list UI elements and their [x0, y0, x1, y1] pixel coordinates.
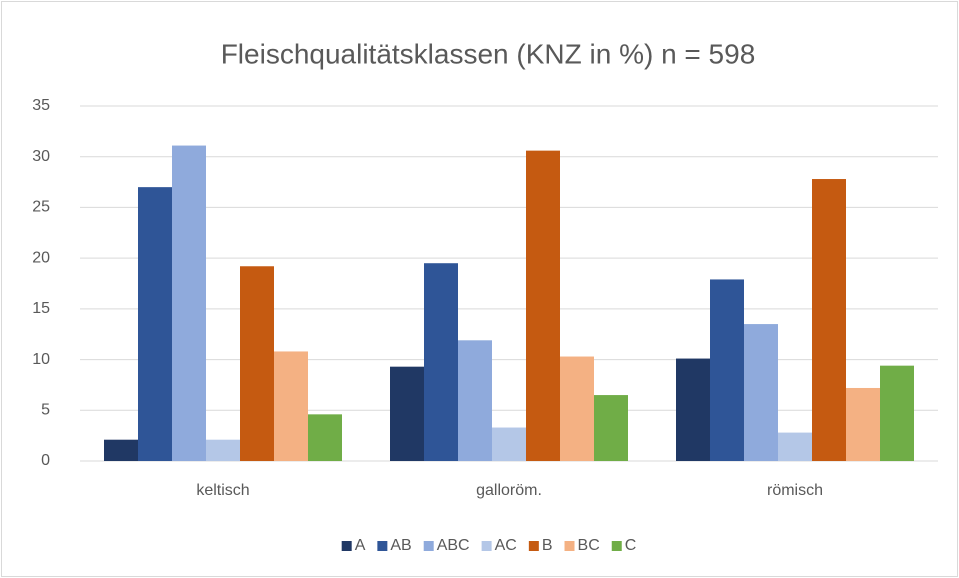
y-tick-label: 10 — [32, 351, 50, 368]
y-tick-label: 15 — [32, 300, 50, 317]
legend-label: AC — [495, 537, 517, 554]
chart-title: Fleischqualitätsklassen (KNZ in %) n = 5… — [221, 38, 756, 69]
legend-label: BC — [578, 537, 600, 554]
bar — [560, 356, 594, 461]
x-tick-label: keltisch — [196, 482, 249, 499]
bar — [880, 365, 914, 461]
bar — [274, 351, 308, 461]
bar — [492, 427, 526, 461]
bar — [676, 358, 710, 461]
bar — [778, 432, 812, 461]
bar — [710, 279, 744, 461]
legend-swatch — [341, 541, 352, 551]
bar — [458, 340, 492, 461]
legend-label: AB — [390, 537, 411, 554]
y-tick-label: 25 — [32, 199, 50, 216]
bar — [138, 187, 172, 461]
legend-swatch — [481, 541, 492, 551]
bar — [240, 266, 274, 461]
legend-label: C — [625, 537, 637, 554]
bar — [104, 439, 138, 461]
legend-swatch — [423, 541, 434, 551]
bar — [594, 395, 628, 461]
bar — [526, 150, 560, 461]
bar — [424, 263, 458, 461]
legend-label: A — [355, 537, 366, 554]
bar — [846, 387, 880, 461]
y-tick-label: 35 — [32, 97, 50, 114]
legend-swatch — [377, 541, 388, 551]
legend-swatch — [564, 541, 575, 551]
bar — [744, 324, 778, 461]
y-tick-label: 5 — [41, 402, 50, 419]
bar — [308, 414, 342, 461]
legend-label: ABC — [437, 537, 470, 554]
y-tick-label: 20 — [32, 249, 50, 266]
bar — [390, 366, 424, 461]
legend-label: B — [542, 537, 553, 554]
bar — [812, 179, 846, 461]
y-tick-label: 30 — [32, 148, 50, 165]
legend-swatch — [611, 541, 622, 551]
x-tick-label: römisch — [767, 482, 823, 499]
bar — [206, 439, 240, 461]
x-tick-label: galloröm. — [476, 482, 542, 499]
legend-swatch — [528, 541, 539, 551]
bar — [172, 145, 206, 462]
y-tick-label: 0 — [41, 452, 50, 469]
